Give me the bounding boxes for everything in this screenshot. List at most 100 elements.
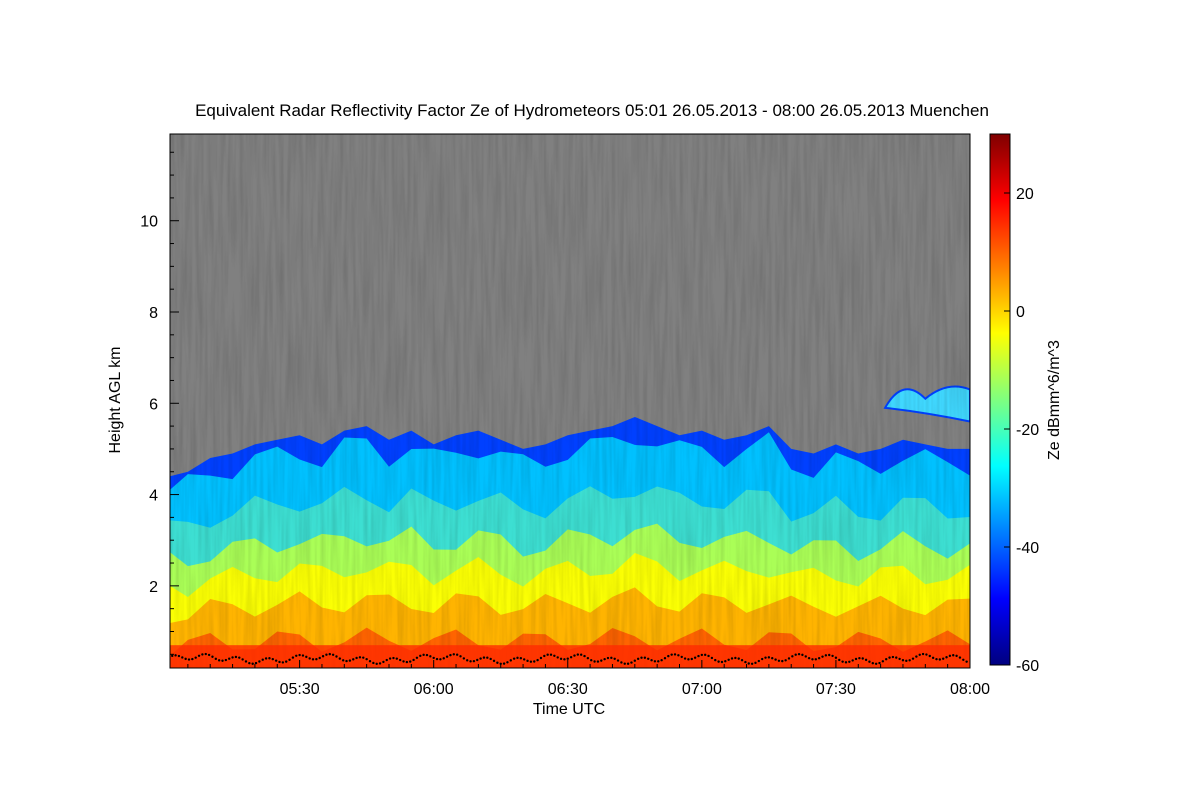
reflectivity-texture [170, 134, 970, 668]
cloud-base-marker [499, 662, 502, 666]
cloud-base-marker [734, 656, 737, 660]
cloud-base-marker [559, 657, 563, 661]
cloud-base-marker [385, 658, 388, 662]
cloud-base-marker [388, 657, 392, 660]
cloud-base-marker [271, 657, 274, 661]
cloud-base-marker [891, 655, 895, 659]
x-tick-label: 05:30 [280, 681, 320, 698]
cloud-base-marker [807, 656, 811, 660]
cloud-base-marker [248, 661, 251, 665]
cloud-base-marker [603, 657, 606, 661]
cloud-base-marker [546, 653, 549, 656]
cloud-base-marker [740, 659, 744, 662]
cloud-base-marker [650, 659, 653, 662]
cloud-base-marker [787, 657, 791, 660]
colorbar-scale [989, 133, 1011, 666]
cloud-base-marker [573, 654, 576, 657]
cloud-base-marker [171, 654, 174, 658]
cloud-base-marker [965, 660, 968, 663]
cloud-base-marker [194, 656, 197, 659]
cloud-base-marker [214, 657, 218, 661]
cloud-base-marker [409, 660, 412, 663]
x-tick-label: 06:00 [414, 681, 454, 698]
cloud-base-marker [422, 653, 425, 657]
cloud-base-marker [596, 660, 600, 663]
cloud-base-marker [941, 657, 945, 660]
cloud-base-marker [261, 658, 264, 661]
cloud-base-marker [476, 658, 479, 662]
cloud-base-marker [680, 655, 683, 659]
cloud-base-marker [278, 660, 281, 664]
colorbar-tick-label: 20 [1016, 186, 1034, 203]
cloud-base-marker [693, 656, 697, 659]
cloud-base-marker [412, 658, 415, 662]
x-tick-label: 08:00 [950, 681, 990, 698]
cloud-base-marker [801, 653, 804, 657]
chart-title: Equivalent Radar Reflectivity Factor Ze … [195, 101, 989, 120]
cloud-base-marker [750, 662, 754, 666]
cloud-base-marker [569, 656, 573, 659]
cloud-base-marker [576, 653, 580, 656]
cloud-base-marker [238, 656, 241, 659]
cloud-base-marker [938, 658, 942, 661]
y-tick-label: 2 [149, 579, 158, 596]
cloud-base-marker [831, 654, 834, 658]
cloud-base-marker [673, 653, 677, 656]
cloud-base-marker [804, 655, 807, 658]
cloud-base-marker [794, 653, 797, 656]
cloud-base-marker [455, 653, 459, 656]
cloud-base-marker [928, 654, 931, 658]
cloud-base-marker [586, 656, 590, 660]
cloud-base-marker [777, 659, 781, 663]
x-tick-label: 07:30 [816, 681, 856, 698]
y-tick-label: 6 [149, 396, 158, 413]
cloud-base-marker [791, 655, 794, 658]
cloud-base-marker [881, 660, 885, 663]
cloud-base-marker [724, 660, 727, 663]
cloud-base-marker [318, 656, 321, 660]
cloud-base-marker [647, 657, 650, 660]
cloud-base-marker [429, 655, 432, 658]
cloud-base-marker [710, 656, 714, 660]
cloud-base-marker [536, 658, 539, 662]
cloud-base-marker [640, 656, 643, 659]
cloud-base-marker [378, 662, 382, 665]
cloud-base-marker [908, 659, 911, 662]
cloud-base-marker [382, 660, 385, 664]
cloud-base-marker [623, 662, 626, 665]
colorbar-tick-label: 0 [1016, 304, 1025, 321]
cloud-base-marker [489, 657, 492, 661]
cloud-base-marker [502, 662, 506, 665]
cloud-base-marker [667, 654, 670, 658]
cloud-base-marker [911, 657, 915, 660]
cloud-base-marker [781, 659, 784, 663]
cloud-base-marker [556, 656, 559, 659]
radar-field [170, 134, 970, 668]
cloud-base-marker [817, 657, 821, 660]
cloud-base-marker [191, 657, 194, 661]
cloud-base-marker [610, 656, 613, 660]
y-tick-label: 8 [149, 305, 158, 322]
cloud-base-marker [241, 658, 244, 661]
cloud-base-marker [771, 656, 774, 660]
cloud-base-marker [643, 656, 647, 659]
cloud-base-marker [398, 658, 402, 662]
plot-area [169, 133, 971, 669]
cloud-base-marker [251, 662, 254, 665]
cloud-base-marker [492, 659, 496, 663]
cloud-base-marker [372, 661, 375, 665]
cloud-base-marker [858, 656, 861, 660]
cloud-base-marker [533, 660, 536, 663]
cloud-base-marker [231, 656, 234, 659]
cloud-base-marker [657, 660, 660, 663]
cloud-base-marker [211, 655, 214, 658]
cloud-base-marker [258, 660, 261, 663]
cloud-base-marker [308, 657, 311, 660]
cloud-base-marker [677, 654, 680, 657]
cloud-base-marker [824, 654, 828, 657]
cloud-base-marker [663, 657, 667, 660]
cloud-base-marker [452, 653, 455, 656]
cloud-base-marker [221, 659, 224, 662]
cloud-base-marker [305, 655, 308, 659]
cloud-base-marker [432, 656, 435, 660]
